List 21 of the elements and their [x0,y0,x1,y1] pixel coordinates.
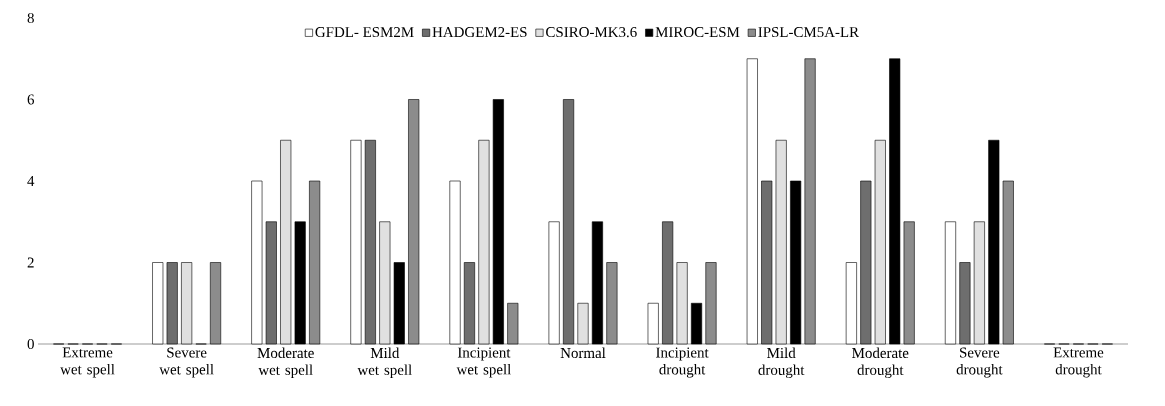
legend-label: CSIRO-MK3.6 [546,27,637,38]
y-tick-label: 4 [27,176,35,186]
x-tick-label: Moderate wet spell [257,347,314,379]
x-tick-label: Extreme drought [1053,347,1104,378]
x-tick-label: Extreme wet spell [60,347,115,378]
x-tick-label: Incipient wet spell [456,347,511,378]
y-tick-label: 0 [27,338,34,350]
x-tick-label: Severe drought [956,347,1003,378]
x-tick-label: Normal [560,347,606,359]
y-tick-label: 6 [27,94,35,105]
x-tick-label: Incipient drought [656,347,709,378]
legend-label: HADGEM2-ES [432,27,527,38]
legend-label: GFDL- ESM2M [315,27,414,38]
x-tick-label: Severe wet spell [159,347,214,378]
legend-label: IPSL-CM5A-LR [758,27,860,38]
x-tick-label: Mild wet spell [357,347,412,379]
y-tick-label: 2 [27,257,34,268]
legend-label: MIROC-ESM [655,27,740,38]
y-tick-label: 8 [27,12,34,24]
x-tick-label: Mild drought [758,347,805,379]
x-tick-label: Moderate drought [852,347,909,379]
